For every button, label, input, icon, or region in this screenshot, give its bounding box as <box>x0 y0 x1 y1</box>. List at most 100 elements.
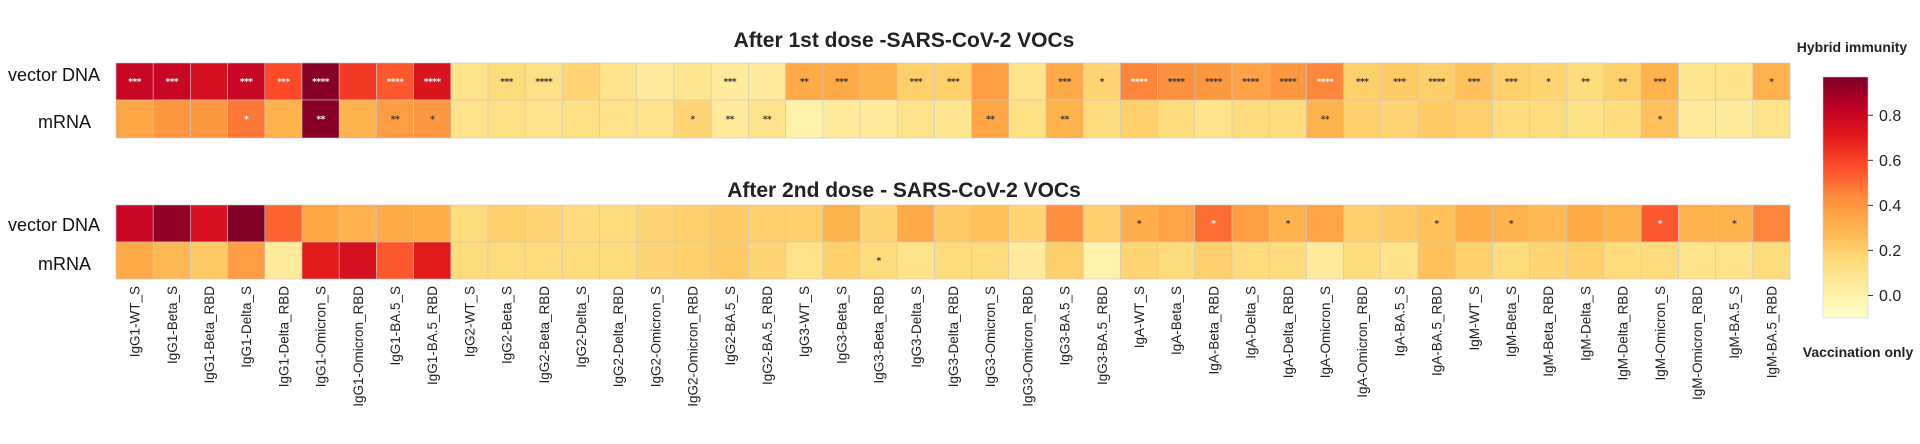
significance-marker: * <box>1286 220 1291 230</box>
heatmap-cell <box>1045 99 1084 139</box>
significance-marker: **** <box>1428 78 1446 88</box>
significance-marker: *** <box>165 78 178 88</box>
heatmap-cell <box>1417 241 1456 280</box>
significance-marker: ** <box>1618 78 1627 88</box>
column-label: IgG2-Omicron_S <box>648 286 663 387</box>
column-label: IgA-BA.5_S <box>1392 286 1407 357</box>
heatmap-cell <box>376 99 414 139</box>
heatmap-cell <box>1678 99 1716 139</box>
heatmap-cell <box>1157 99 1196 139</box>
heatmap-cell <box>1343 62 1382 101</box>
heatmap-cell <box>1492 99 1530 139</box>
heatmap-cell <box>1231 62 1270 101</box>
heatmap-cell <box>1380 204 1419 243</box>
column-label: IgA-Delta_S <box>1244 286 1259 359</box>
heatmap-cell <box>1343 99 1382 139</box>
significance-marker: * <box>1100 78 1105 88</box>
column-label: IgG1-Beta_RBD <box>202 286 217 384</box>
colorbar-tick-label: 0.8 <box>1879 108 1901 125</box>
heatmap-cell <box>822 204 861 243</box>
heatmap-cell <box>338 241 377 280</box>
column-label: IgM-Omicron_S <box>1653 286 1668 381</box>
column-label: IgM-Delta_S <box>1578 286 1593 361</box>
significance-marker: *** <box>1467 78 1480 88</box>
colorbar-ticks: 0.0 0.2 0.4 0.6 0.8 <box>1868 108 1901 305</box>
column-label: IgA-Beta_RBD <box>1206 286 1221 375</box>
heatmap-cell <box>1268 241 1307 280</box>
heatmap-cell <box>115 99 154 139</box>
significance-marker: **** <box>1242 78 1260 88</box>
heatmap-cell <box>227 99 266 139</box>
significance-marker: **** <box>1131 78 1149 88</box>
heatmap-cell <box>1268 99 1307 139</box>
heatmap-cell <box>673 241 712 280</box>
heatmap-cell <box>859 99 898 139</box>
heatmap-cell <box>1380 241 1419 280</box>
heatmap-cell <box>1231 99 1270 139</box>
heatmap-cell <box>1715 204 1754 243</box>
column-label: IgA-Delta_RBD <box>1281 286 1296 379</box>
column-label: IgG1-Omicron_RBD <box>351 286 366 407</box>
heatmap-cell <box>673 99 712 139</box>
column-label: IgG1-Delta_S <box>239 286 254 368</box>
significance-marker: **** <box>535 78 553 88</box>
significance-marker: ** <box>391 115 400 125</box>
significance-marker: ** <box>1321 115 1330 125</box>
heatmap-cell <box>1566 204 1605 243</box>
heatmap-cell <box>599 62 638 101</box>
heatmap-cell <box>1603 241 1642 280</box>
significance-marker: * <box>1137 220 1142 230</box>
heatmap-cell <box>1306 204 1344 243</box>
significance-marker: * <box>1546 78 1551 88</box>
heatmap-cell <box>748 99 786 139</box>
column-label: IgG3-Delta_RBD <box>946 286 961 388</box>
heatmap-cell <box>673 204 712 243</box>
significance-marker: *** <box>240 78 253 88</box>
heatmap-cell <box>152 204 191 243</box>
heatmap-cell <box>376 241 414 280</box>
heatmap-cell <box>599 204 638 243</box>
heatmap-cell <box>1603 204 1642 243</box>
heatmap-cell <box>338 62 377 101</box>
column-label: IgM-BA.5_RBD <box>1764 286 1779 379</box>
significance-marker: * <box>690 115 695 125</box>
column-label: IgM-Omicron_RBD <box>1690 286 1705 400</box>
heatmap-cell <box>1082 241 1121 280</box>
colorbar-tick-label: 0.2 <box>1879 243 1901 260</box>
heatmap-cell <box>636 99 675 139</box>
colorbar-tick-label: 0.4 <box>1879 198 1901 215</box>
column-label: IgM-WT_S <box>1467 286 1482 351</box>
heatmap-cell <box>1492 241 1530 280</box>
heatmap-cell <box>1268 62 1307 101</box>
heatmap-cell <box>115 62 154 101</box>
heatmap-cell <box>896 99 935 139</box>
heatmap-cell <box>934 99 972 139</box>
heatmap-cell <box>1640 204 1679 243</box>
significance-marker: **** <box>387 78 405 88</box>
heatmap-cell <box>1082 204 1121 243</box>
heatmap-cell <box>1417 99 1456 139</box>
column-label: IgG3-Beta_S <box>834 286 849 364</box>
heatmap-cell <box>152 62 191 101</box>
colorbar: Hybrid immunity 0.0 0.2 0.4 0.6 0.8 Vaccinat… <box>1797 39 1914 360</box>
significance-marker: *** <box>1653 78 1666 88</box>
panel-title-2nd-dose: After 2nd dose - SARS-CoV-2 VOCs <box>727 179 1081 202</box>
row-label-mrna-2nd: mRNA <box>38 254 91 274</box>
significance-marker: ** <box>316 115 325 125</box>
heatmap-cell <box>1492 204 1530 243</box>
heatmap-cell <box>971 99 1010 139</box>
column-label: IgA-BA.5_RBD <box>1430 286 1445 376</box>
heatmap-cell <box>1454 241 1493 280</box>
heatmap-cell <box>748 204 786 243</box>
significance-marker: **** <box>1279 78 1297 88</box>
heatmap-cell <box>1603 62 1642 101</box>
heatmap-cell <box>338 99 377 139</box>
heatmap-cell <box>748 241 786 280</box>
significance-marker: **** <box>424 78 442 88</box>
heatmap-cell <box>1566 241 1605 280</box>
heatmap-cell <box>1231 204 1270 243</box>
heatmap-cell <box>562 204 600 243</box>
heatmap-cell <box>413 241 452 280</box>
heatmap-cell <box>636 62 675 101</box>
heatmap-cell <box>487 241 526 280</box>
